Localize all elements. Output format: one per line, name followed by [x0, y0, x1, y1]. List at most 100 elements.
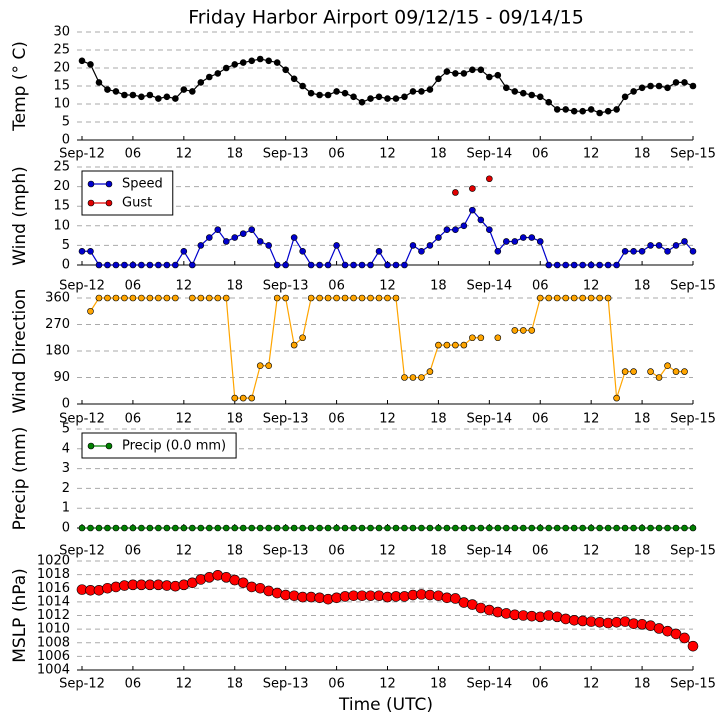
y-tick-label: 0	[62, 258, 70, 273]
y-axis-label: Wind (mph)	[10, 166, 30, 266]
y-tick-label: 1008	[37, 635, 70, 650]
data-point	[129, 524, 137, 532]
data-point	[248, 524, 256, 532]
data-point	[189, 88, 196, 95]
data-point	[409, 374, 417, 381]
data-point	[197, 242, 205, 249]
data-point	[256, 55, 264, 63]
data-point	[350, 93, 357, 101]
x-tick-label: 18	[226, 279, 243, 294]
legend-marker	[87, 199, 95, 207]
x-tick-label: 12	[583, 544, 600, 559]
data-point	[324, 294, 332, 302]
x-tick-label: 06	[328, 279, 345, 294]
data-point	[358, 524, 366, 532]
y-tick-label: 5	[62, 238, 70, 253]
data-point	[299, 524, 306, 532]
data-point	[146, 524, 154, 532]
data-point	[460, 70, 468, 77]
data-point	[687, 640, 699, 652]
data-point	[536, 294, 544, 302]
data-point	[562, 106, 570, 113]
data-point	[290, 234, 298, 241]
data-point	[401, 524, 408, 532]
data-point	[604, 524, 612, 532]
data-point	[121, 524, 128, 532]
data-point	[307, 261, 315, 269]
data-point	[256, 524, 264, 532]
data-point	[477, 334, 485, 342]
data-point	[621, 368, 629, 375]
data-point	[95, 261, 103, 269]
data-point	[409, 242, 417, 249]
data-point	[418, 524, 425, 532]
y-tick-label: 4	[62, 441, 70, 456]
x-tick-label: Sep-13	[263, 279, 309, 294]
legend-marker	[105, 442, 113, 450]
data-point	[647, 242, 654, 249]
data-point	[231, 61, 239, 68]
data-point	[316, 261, 323, 269]
data-point	[418, 247, 425, 255]
y-tick-label: 180	[45, 344, 70, 359]
y-tick-label: 20	[53, 61, 70, 76]
data-point	[630, 524, 637, 532]
data-point	[401, 261, 408, 269]
data-point	[536, 93, 544, 101]
data-point	[511, 524, 519, 532]
series-line	[82, 209, 694, 267]
data-point	[78, 247, 86, 255]
legend-box	[81, 170, 174, 216]
data-point	[214, 70, 222, 77]
data-point	[596, 261, 603, 269]
data-point	[172, 261, 179, 269]
data-point	[189, 524, 196, 532]
data-point	[112, 524, 120, 532]
data-point	[630, 247, 637, 255]
x-tick-label: 06	[125, 279, 142, 294]
x-tick-label: 12	[176, 147, 193, 162]
data-point	[341, 524, 349, 532]
data-point	[172, 524, 179, 532]
data-point	[689, 82, 697, 90]
legend: Precip (0.0 mm)	[81, 432, 237, 459]
data-point	[239, 524, 247, 532]
data-point	[146, 91, 154, 99]
data-point	[265, 524, 272, 532]
data-point	[426, 524, 434, 532]
x-tick-label: Sep-13	[263, 677, 309, 692]
y-tick-label: 1012	[37, 608, 70, 623]
data-point	[435, 524, 442, 532]
data-point	[494, 247, 502, 255]
data-point	[655, 524, 663, 532]
data-point	[222, 294, 230, 302]
x-tick-label: Sep-12	[59, 147, 105, 162]
data-point	[621, 93, 629, 101]
data-point	[197, 294, 205, 302]
data-point	[613, 394, 620, 402]
x-tick-label: 12	[379, 677, 396, 692]
data-point	[307, 89, 315, 97]
data-point	[469, 66, 476, 74]
data-point	[426, 368, 434, 375]
data-point	[87, 61, 94, 68]
y-tick-label: 20	[53, 179, 70, 194]
data-point	[189, 294, 196, 302]
x-tick-label: 12	[379, 412, 396, 427]
data-point	[435, 234, 442, 241]
y-tick-label: 10	[53, 218, 70, 233]
data-point	[282, 261, 289, 269]
x-tick-label: 06	[125, 412, 142, 427]
data-point	[679, 632, 690, 644]
x-tick-label: Sep-14	[466, 412, 512, 427]
y-tick-label: 2	[62, 481, 70, 496]
data-point	[384, 261, 391, 269]
data-point	[146, 261, 154, 269]
data-point	[536, 238, 544, 245]
x-tick-label: Sep-14	[466, 677, 512, 692]
data-point	[638, 524, 646, 532]
data-point	[647, 524, 654, 532]
y-axis-label: Temp (° C)	[10, 41, 30, 132]
x-tick-label: 06	[328, 677, 345, 692]
data-point	[681, 79, 688, 86]
